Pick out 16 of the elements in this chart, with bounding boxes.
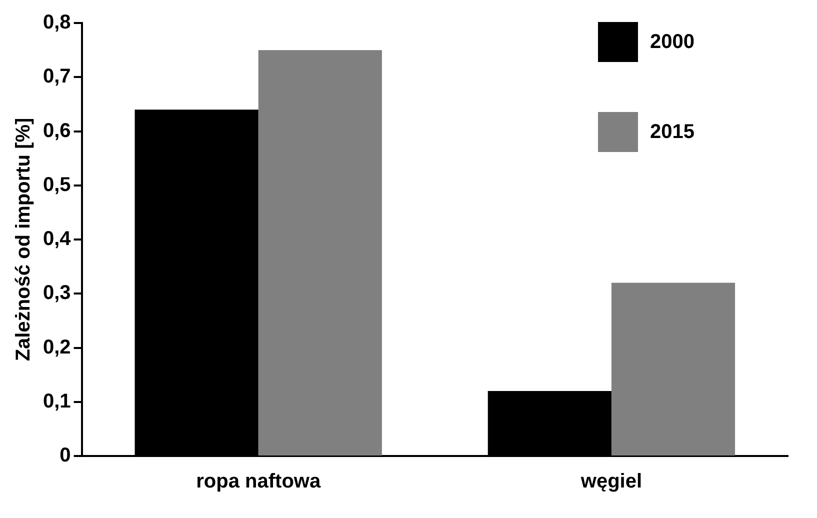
y-tick-label: 0,3 bbox=[42, 282, 71, 304]
bar bbox=[258, 50, 382, 456]
y-tick-label: 0,5 bbox=[42, 174, 71, 196]
bar bbox=[611, 282, 736, 456]
y-tick-label: 0,8 bbox=[42, 12, 71, 34]
y-tick-label: 0,4 bbox=[42, 228, 72, 250]
x-tick-label: węgiel bbox=[580, 470, 642, 493]
y-tick-label: 0,6 bbox=[42, 120, 71, 142]
x-tick-label: ropa naftowa bbox=[196, 470, 322, 493]
legend-label: 2000 bbox=[650, 30, 694, 54]
y-tick-label: 0,7 bbox=[42, 66, 71, 88]
y-tick-label: 0,1 bbox=[42, 390, 71, 412]
legend-label: 2015 bbox=[650, 120, 694, 144]
y-tick-label: 0,2 bbox=[42, 336, 71, 358]
y-axis-title: Zależność od importu [%] bbox=[12, 118, 35, 362]
y-tick-label: 0 bbox=[60, 444, 71, 467]
